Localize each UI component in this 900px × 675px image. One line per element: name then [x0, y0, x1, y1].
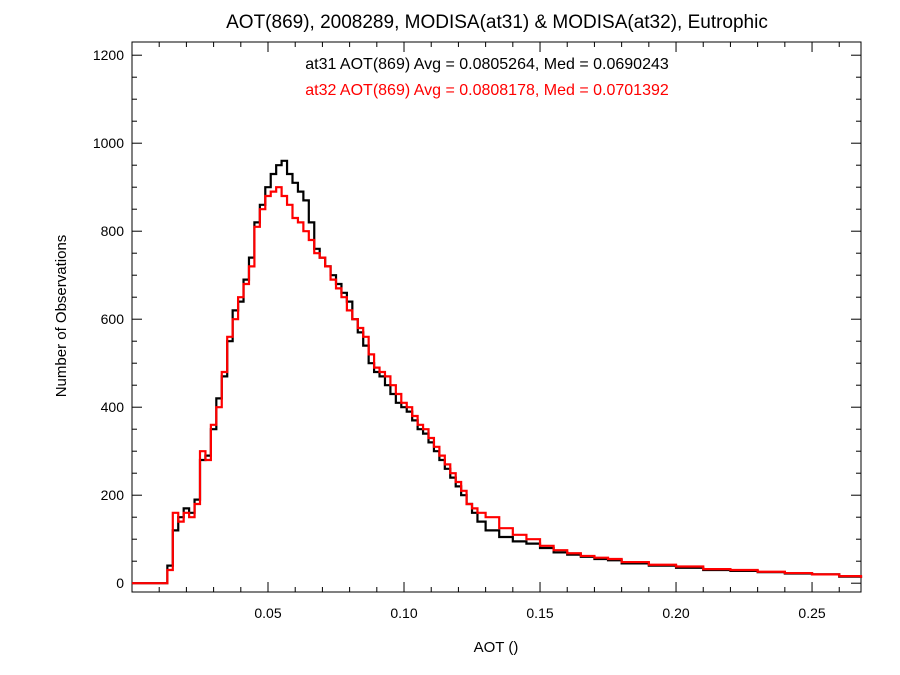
y-axis-ticks: 0 200 400 600 800 1000 1200 — [93, 47, 861, 591]
x-tick-label: 0.10 — [390, 605, 417, 621]
stat-annotation-at32: at32 AOT(869) Avg = 0.0808178, Med = 0.0… — [305, 82, 669, 99]
y-axis-label: Number of Observations — [53, 235, 70, 398]
x-tick-label: 0.05 — [254, 605, 281, 621]
chart-title: AOT(869), 2008289, MODISA(at31) & MODISA… — [226, 12, 768, 33]
y-tick-label: 800 — [101, 223, 125, 239]
x-axis-ticks: 0.05 0.10 0.15 0.20 0.25 — [158, 42, 840, 621]
y-tick-label: 600 — [101, 311, 125, 327]
series-at31-line — [132, 159, 863, 585]
x-axis-label: AOT () — [474, 639, 519, 656]
y-tick-label: 1200 — [93, 47, 124, 63]
y-tick-label: 200 — [101, 487, 125, 503]
y-tick-label: 400 — [101, 399, 125, 415]
stat-annotation-at31: at31 AOT(869) Avg = 0.0805264, Med = 0.0… — [305, 56, 669, 73]
y-tick-label: 0 — [116, 575, 124, 591]
y-tick-label: 1000 — [93, 135, 124, 151]
series-layer — [132, 159, 863, 585]
x-tick-label: 0.15 — [526, 605, 553, 621]
x-tick-label: 0.20 — [662, 605, 689, 621]
plot-frame — [131, 41, 862, 593]
x-tick-label: 0.25 — [798, 605, 825, 621]
series-at32-line — [132, 186, 863, 585]
